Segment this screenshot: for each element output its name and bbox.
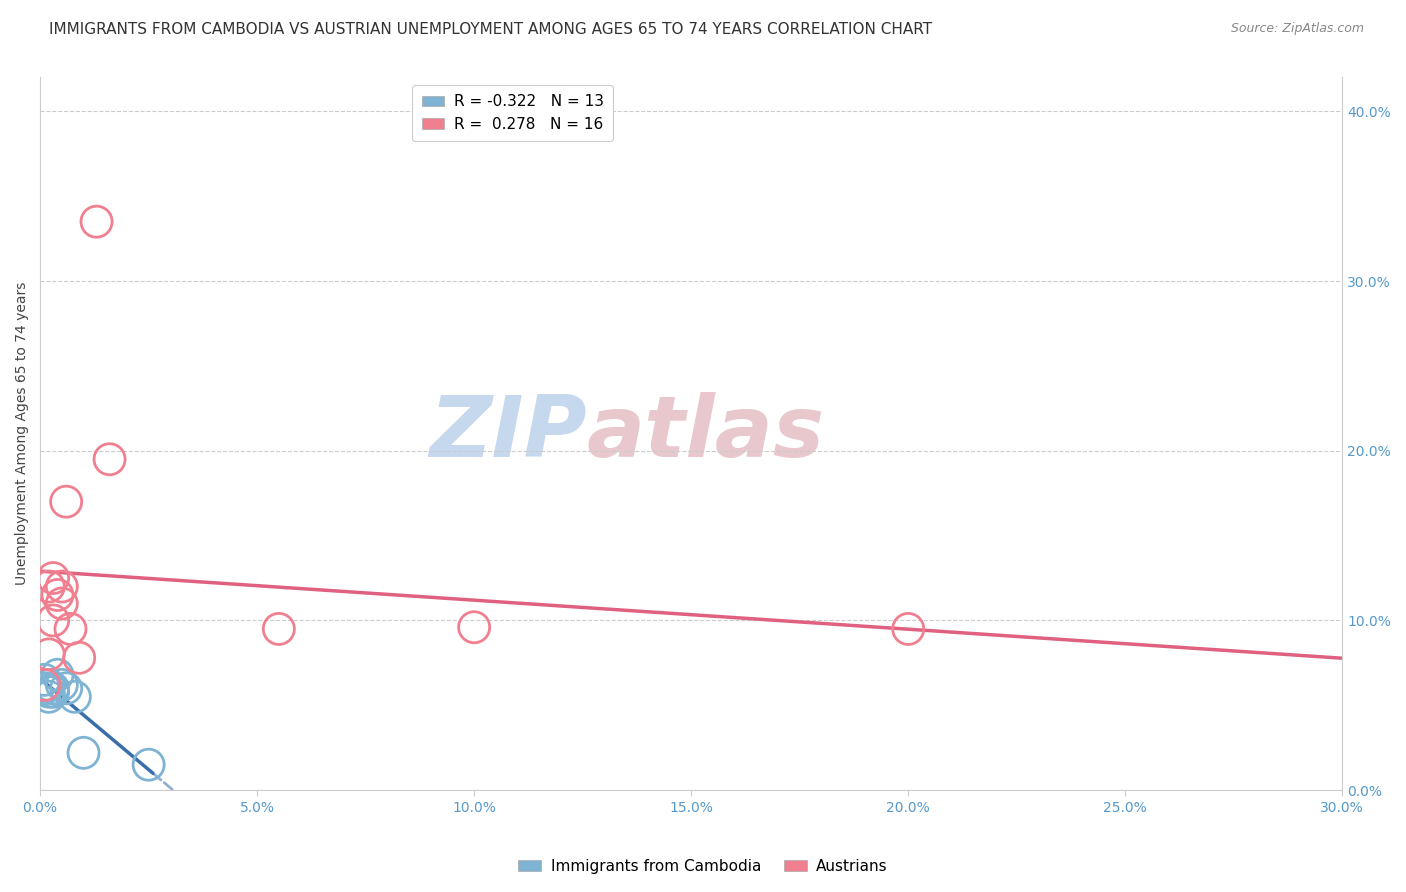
Point <box>34 681 56 696</box>
Legend: R = -0.322   N = 13, R =  0.278   N = 16: R = -0.322 N = 13, R = 0.278 N = 16 <box>412 85 613 141</box>
Point <box>138 757 160 772</box>
Point <box>51 597 73 611</box>
Point <box>63 690 86 704</box>
Text: IMMIGRANTS FROM CAMBODIA VS AUSTRIAN UNEMPLOYMENT AMONG AGES 65 TO 74 YEARS CORR: IMMIGRANTS FROM CAMBODIA VS AUSTRIAN UNE… <box>49 22 932 37</box>
Point <box>42 681 65 696</box>
Text: atlas: atlas <box>588 392 825 475</box>
Y-axis label: Unemployment Among Ages 65 to 74 years: Unemployment Among Ages 65 to 74 years <box>15 282 30 585</box>
Point <box>59 622 82 636</box>
Text: ZIP: ZIP <box>429 392 588 475</box>
Point <box>34 678 56 692</box>
Point <box>38 690 60 704</box>
Point <box>51 580 73 594</box>
Point <box>42 571 65 585</box>
Point <box>46 667 69 681</box>
Point <box>42 684 65 698</box>
Point <box>897 622 920 636</box>
Legend: Immigrants from Cambodia, Austrians: Immigrants from Cambodia, Austrians <box>512 853 894 880</box>
Point <box>51 678 73 692</box>
Point <box>72 746 94 760</box>
Point <box>67 650 90 665</box>
Point <box>38 684 60 698</box>
Point <box>34 673 56 687</box>
Point <box>98 452 121 467</box>
Point <box>55 681 77 696</box>
Point <box>463 620 485 634</box>
Point <box>38 678 60 692</box>
Text: Source: ZipAtlas.com: Source: ZipAtlas.com <box>1230 22 1364 36</box>
Point <box>267 622 290 636</box>
Point <box>38 580 60 594</box>
Point <box>55 494 77 508</box>
Point <box>86 215 108 229</box>
Point <box>46 588 69 602</box>
Point <box>42 614 65 628</box>
Point <box>38 648 60 662</box>
